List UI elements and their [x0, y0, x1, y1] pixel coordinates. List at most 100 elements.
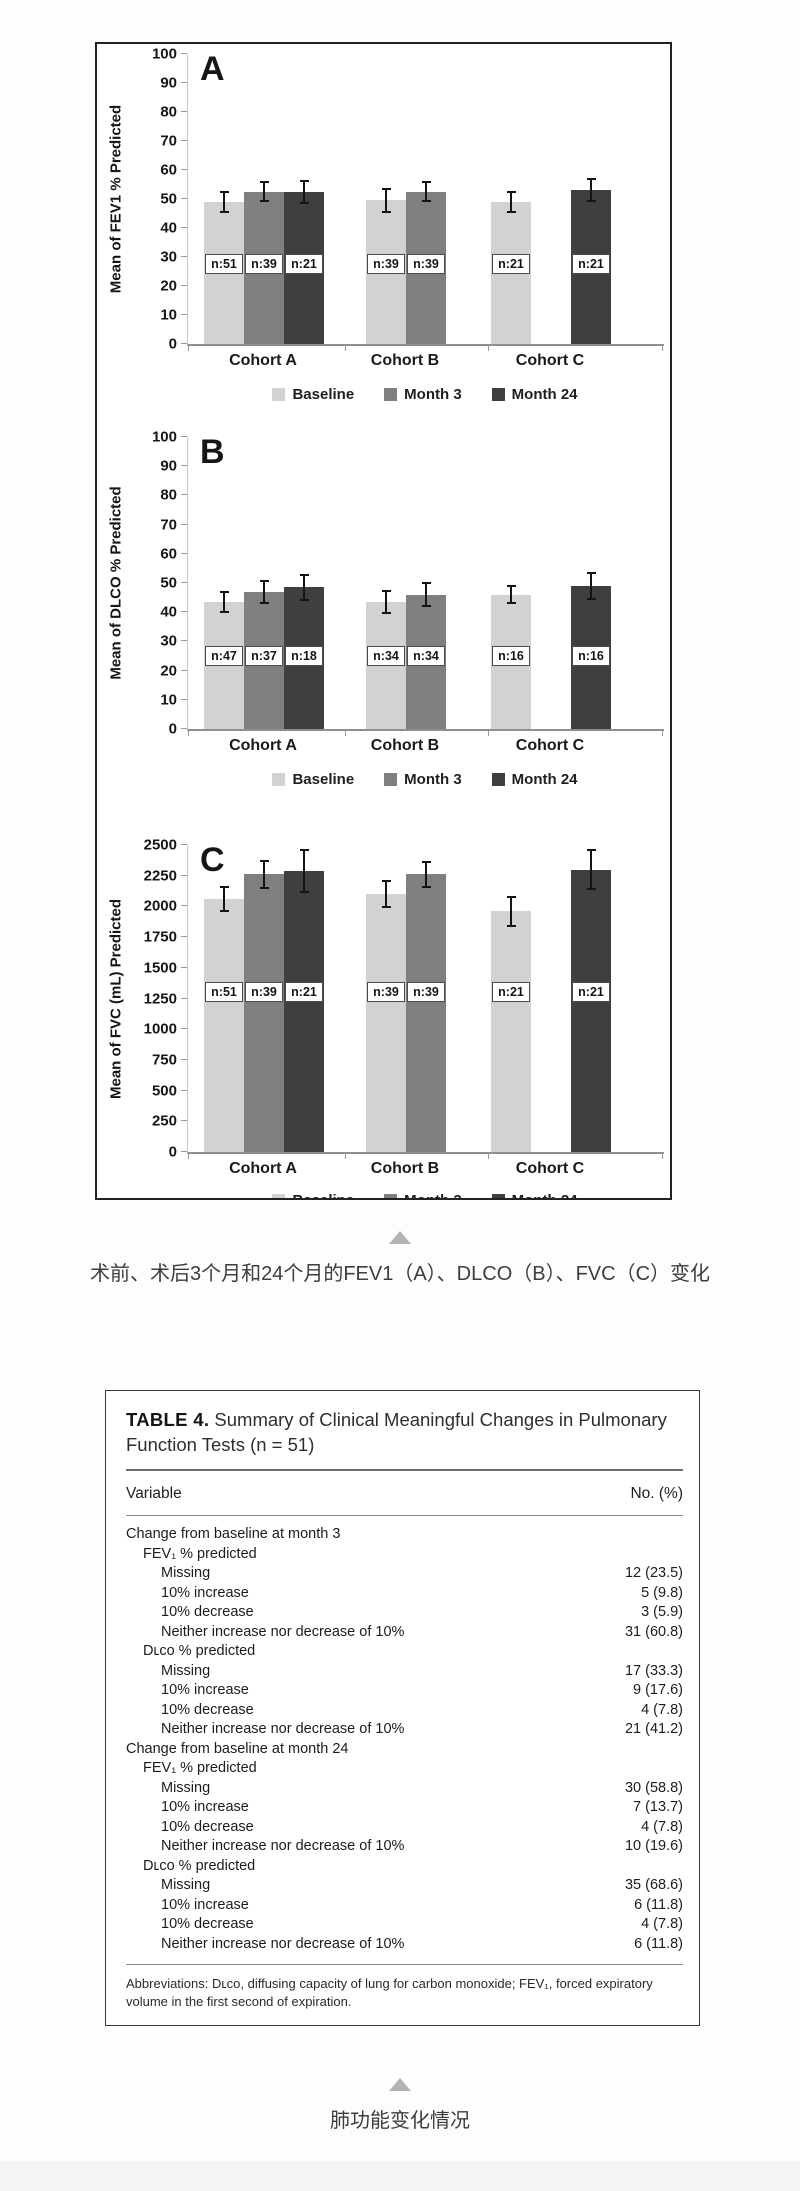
error-bar-cap: [506, 924, 516, 927]
n-count-label: n:34: [367, 646, 405, 666]
row-value: 6 (11.8): [634, 1896, 683, 1913]
table-row: Change from baseline at month 24: [126, 1740, 683, 1760]
error-bar: [590, 574, 592, 598]
y-tick-mark: [181, 198, 187, 199]
x-group-label: Cohort B: [370, 1160, 440, 1177]
page-bottom-strip: [0, 2161, 800, 2191]
row-label: Dʟᴄᴏ % predicted: [143, 1857, 256, 1874]
y-tick-label: 40: [160, 603, 177, 621]
x-tick-mark: [662, 731, 663, 736]
legend-label: Month 24: [511, 385, 578, 403]
legend-swatch: [491, 1193, 505, 1198]
error-bar: [303, 181, 305, 202]
row-value: 31 (60.8): [624, 1623, 683, 1640]
y-tick-label: 50: [160, 574, 177, 592]
error-bar-cap: [299, 599, 309, 602]
collapse-triangle-icon[interactable]: [389, 1231, 411, 1244]
x-axis-labels: Cohort A Cohort B Cohort C: [187, 737, 663, 763]
error-bar: [223, 888, 225, 911]
x-tick-mark: [188, 346, 189, 351]
row-value: 4 (7.8): [641, 1701, 683, 1718]
x-tick-mark: [188, 731, 189, 736]
table-row: 10% increase 5 (9.8): [126, 1584, 683, 1604]
error-bar-cap: [421, 181, 431, 184]
y-tick-mark: [181, 1058, 187, 1060]
y-tick-label: 20: [160, 277, 177, 295]
error-bar: [510, 897, 512, 925]
figure-caption-block: 术前、术后3个月和24个月的FEV1（A）、DLCO（B）、FVC（C）变化: [0, 1231, 800, 1286]
table-row: Missing 17 (33.3): [126, 1662, 683, 1682]
x-group-label: Cohort A: [229, 737, 297, 754]
y-tick-mark: [181, 82, 187, 83]
y-tick-label: 40: [160, 219, 177, 237]
y-tick-mark: [181, 698, 187, 700]
error-bar-cap: [381, 879, 391, 882]
legend-item: Month 3: [384, 1192, 462, 1198]
y-tick-mark: [181, 1151, 187, 1152]
y-tick-label: 0: [168, 1143, 177, 1161]
chart-panel-C: Mean of FVC (mL) Predicted 0 250 500 750 1000…: [97, 837, 670, 1200]
y-tick-label: 70: [160, 516, 177, 534]
legend-label: Month 24: [511, 1191, 578, 1200]
table-row: 10% increase 7 (13.7): [126, 1798, 683, 1818]
legend-label: Baseline: [292, 385, 355, 403]
row-label: Change from baseline at month 24: [126, 1740, 349, 1757]
legend-swatch: [384, 1193, 398, 1198]
y-tick-mark: [181, 111, 187, 112]
error-bar-cap: [506, 895, 516, 898]
y-tick-mark: [181, 582, 187, 583]
legend-item: Month 24: [491, 1191, 578, 1200]
y-tick-label: 100: [151, 45, 177, 63]
x-tick-mark: [662, 346, 663, 351]
table-row: 10% increase 6 (11.8): [126, 1896, 683, 1916]
error-bar: [425, 183, 427, 201]
chart-legend: Baseline Month 3 Month 24: [187, 382, 663, 406]
chart-legend: Baseline Month 3 Month 24: [187, 767, 663, 791]
y-tick-mark: [181, 728, 187, 729]
n-count-label: n:21: [492, 982, 530, 1003]
n-count-label: n:21: [285, 982, 323, 1003]
y-tick-mark: [181, 227, 187, 228]
row-value: 4 (7.8): [641, 1916, 683, 1932]
legend-item: Baseline: [272, 386, 354, 403]
legend-item: Baseline: [272, 1191, 355, 1200]
error-bar-cap: [421, 582, 431, 585]
y-tick-mark: [181, 140, 187, 141]
error-bar-cap: [259, 860, 269, 863]
y-tick-label: 20: [160, 662, 177, 680]
y-tick-mark: [181, 256, 187, 257]
table-row: 10% decrease 4 (7.8): [126, 1915, 683, 1935]
legend-label: Baseline: [292, 1191, 355, 1200]
y-tick-label: 1000: [143, 1020, 177, 1038]
row-label: 10% decrease: [161, 1604, 254, 1620]
error-bar-cap: [421, 200, 431, 203]
y-tick-label: 10: [160, 306, 177, 324]
y-axis-label: Mean of FVC (mL) Predicted: [107, 898, 125, 1099]
row-value: 17 (33.3): [624, 1662, 683, 1679]
y-tick-mark: [181, 640, 187, 642]
y-tick-label: 30: [160, 632, 177, 650]
table-row: Missing 30 (58.8): [126, 1779, 683, 1799]
n-count-label: n:21: [572, 254, 610, 275]
error-bar-cap: [299, 179, 309, 182]
chart-panel-B: Mean of DLCO % Predicted 0 10 20 30 40 50 60 70 8…: [97, 429, 670, 791]
table-header-row: Variable No. (%): [126, 1471, 683, 1515]
row-label: FEV₁ % predicted: [143, 1545, 257, 1562]
n-count-label: n:39: [367, 254, 405, 275]
y-axis-label: Mean of FEV1 % Predicted: [107, 104, 125, 294]
x-group-label: Cohort B: [370, 352, 440, 369]
y-tick-label: 1250: [143, 990, 177, 1007]
y-tick-mark: [181, 314, 187, 315]
row-label: Neither increase nor decrease of 10%: [161, 1935, 405, 1952]
error-bar-cap: [219, 885, 229, 888]
collapse-triangle-icon[interactable]: [389, 2078, 411, 2091]
y-tick-label: 0: [168, 720, 177, 738]
error-bar-cap: [219, 210, 229, 213]
y-tick-mark: [181, 523, 187, 525]
x-tick-mark: [488, 1154, 489, 1159]
y-tick-label: 500: [151, 1082, 177, 1100]
error-bar-cap: [299, 891, 309, 894]
n-count-label: n:39: [407, 254, 445, 275]
